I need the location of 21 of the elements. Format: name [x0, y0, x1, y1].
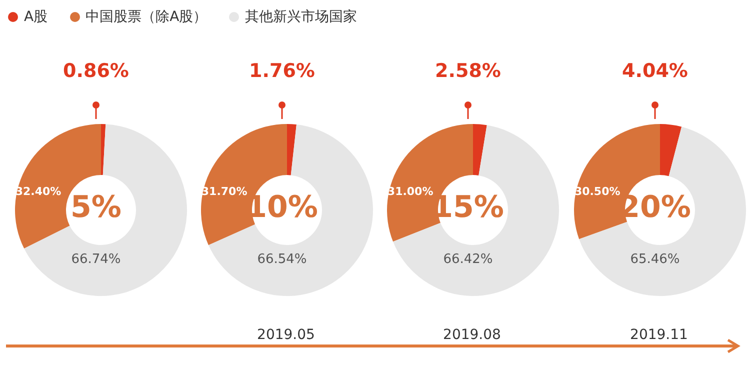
text: 2019.05 — [257, 327, 315, 343]
donut-slice — [101, 124, 106, 176]
text: 2019.11 — [630, 327, 688, 343]
donut-slice — [473, 124, 487, 176]
data-label: 65.46% — [630, 252, 680, 267]
donut-slice — [660, 124, 682, 176]
data-label: 2.58% — [435, 60, 501, 82]
data-label: 1.76% — [249, 60, 315, 82]
donut-slice — [287, 124, 296, 176]
data-label: 66.74% — [71, 252, 121, 267]
legend-label: A股 — [23, 8, 48, 26]
data-label: 4.04% — [622, 60, 688, 82]
data-label: 0.86% — [63, 60, 129, 82]
data-label: 66.54% — [257, 252, 307, 267]
data-label: 66.42% — [443, 252, 493, 267]
text: 5% — [70, 190, 122, 225]
legend-label: 其他新兴市场国家 — [244, 8, 358, 26]
text: 10% — [246, 190, 318, 225]
text: 15% — [432, 190, 504, 225]
legend-label: 中国股票（除A股） — [84, 8, 208, 26]
text: 2019.08 — [443, 327, 501, 343]
